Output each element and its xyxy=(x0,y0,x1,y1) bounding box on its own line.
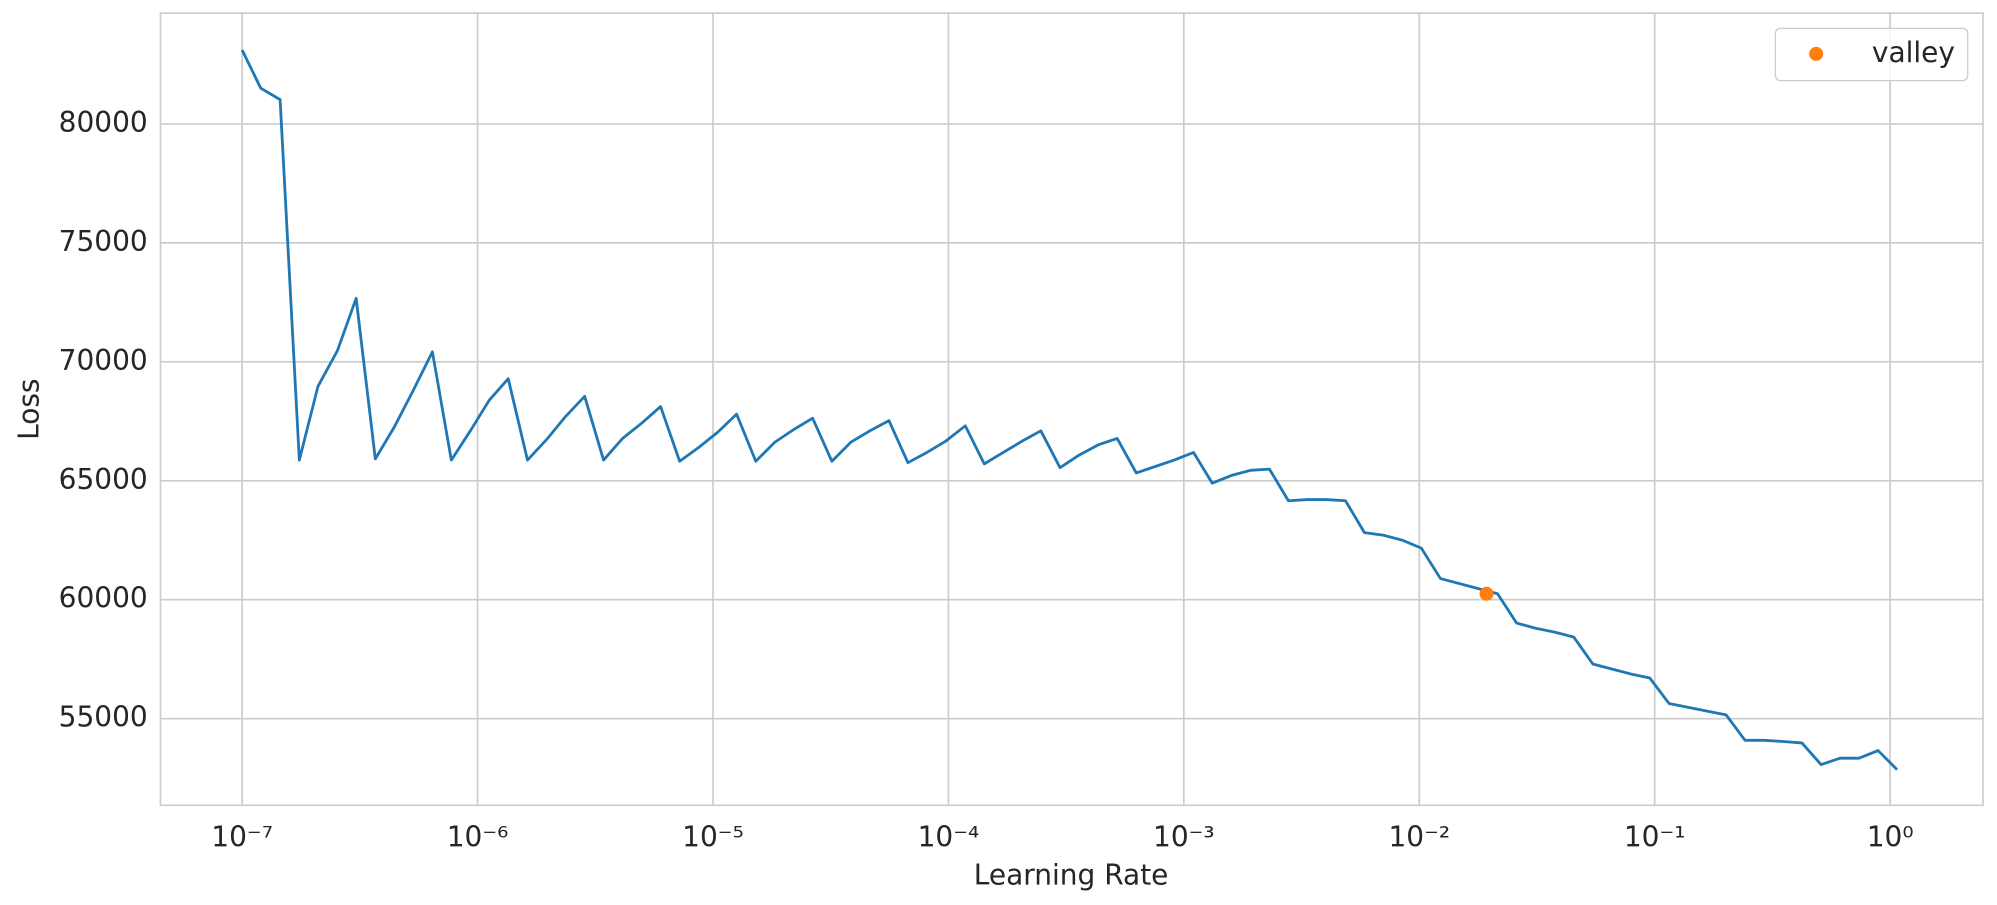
legend-label: valley xyxy=(1872,36,1955,69)
x-tick-label: 10⁻⁴ xyxy=(918,820,980,853)
x-tick-label: 10⁰ xyxy=(1867,820,1914,853)
legend-marker xyxy=(1809,46,1824,61)
x-tick-label: 10⁻⁷ xyxy=(211,820,273,853)
x-tick-label: 10⁻³ xyxy=(1153,820,1215,853)
y-axis-label: Loss xyxy=(13,378,46,439)
y-tick-label: 65000 xyxy=(59,463,148,496)
valley-point xyxy=(1479,586,1494,601)
grid xyxy=(160,13,1983,806)
x-tick-label: 10⁻⁶ xyxy=(447,820,509,853)
data xyxy=(240,49,1899,771)
loss-line xyxy=(240,49,1899,771)
y-tick-label: 55000 xyxy=(59,701,148,734)
plot-area xyxy=(159,12,1984,807)
y-tick-label: 60000 xyxy=(59,582,148,615)
legend-box xyxy=(1774,27,1969,82)
y-tick-label: 80000 xyxy=(59,106,148,139)
y-tick-label: 75000 xyxy=(59,225,148,258)
y-tick-label: 70000 xyxy=(59,344,148,377)
legend: valley xyxy=(1774,27,1969,82)
x-tick-label: 10⁻⁵ xyxy=(682,820,744,853)
x-axis-label: Learning Rate xyxy=(974,859,1169,892)
x-tick-label: 10⁻² xyxy=(1388,820,1450,853)
x-tick-label: 10⁻¹ xyxy=(1624,820,1686,853)
